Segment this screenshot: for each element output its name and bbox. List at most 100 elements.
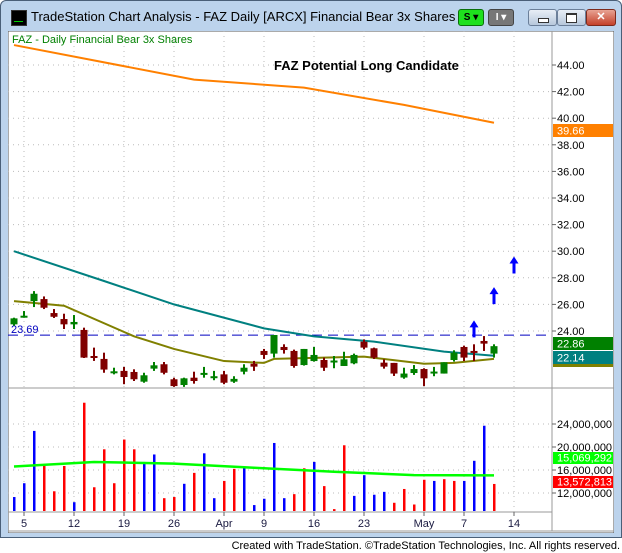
price-tick-label: 40.00 bbox=[557, 113, 585, 125]
candlestick bbox=[270, 334, 278, 358]
volume-bar bbox=[63, 465, 66, 511]
candlestick bbox=[470, 344, 478, 362]
volume-bar bbox=[93, 487, 96, 511]
candlestick bbox=[90, 347, 98, 361]
tradestation-app-icon bbox=[11, 10, 27, 26]
candle-body bbox=[70, 321, 78, 325]
candle-body bbox=[290, 350, 298, 366]
price-chart[interactable]: 5 12 19 26 Apr 9 16 23 May 7 14 44.00 42.00 40.00 38.0… bbox=[8, 31, 614, 533]
x-tick-label: 9 bbox=[261, 518, 267, 530]
candle-body bbox=[450, 352, 458, 360]
ma200-value-label-bg bbox=[553, 124, 613, 137]
candlestick bbox=[490, 344, 498, 358]
volume-bar bbox=[163, 498, 166, 511]
candle-body bbox=[380, 362, 388, 367]
volume-bar bbox=[253, 505, 256, 511]
symbol-link-button[interactable]: S ▾ bbox=[458, 9, 484, 26]
moving-average-50 bbox=[13, 250, 495, 357]
volume-bar bbox=[43, 464, 46, 511]
volume-bar bbox=[193, 472, 196, 511]
maximize-icon bbox=[566, 13, 577, 23]
candle-body bbox=[280, 346, 288, 351]
minimize-button[interactable] bbox=[528, 9, 557, 26]
candlestick bbox=[390, 362, 398, 376]
volume-bar bbox=[263, 498, 266, 511]
price-tick-label: 32.00 bbox=[557, 220, 585, 232]
volume-bar bbox=[303, 468, 306, 511]
candlestick bbox=[220, 370, 228, 385]
minimize-icon bbox=[538, 18, 549, 23]
volume-bar bbox=[443, 479, 446, 511]
candle-body bbox=[190, 377, 198, 382]
candlestick bbox=[350, 353, 358, 365]
candlestick bbox=[160, 361, 168, 375]
volume-average-label-bg bbox=[553, 452, 613, 464]
candlestick bbox=[300, 348, 308, 366]
candle-body bbox=[210, 376, 218, 379]
volume-bar bbox=[473, 460, 476, 511]
candlestick bbox=[110, 367, 118, 375]
indicator-link-button[interactable]: I ▾ bbox=[488, 9, 514, 26]
volume-bar bbox=[293, 494, 296, 511]
candle-body bbox=[310, 354, 318, 362]
candlestick bbox=[190, 371, 198, 384]
volume-bar bbox=[493, 483, 496, 511]
candlestick bbox=[280, 344, 288, 354]
volume-bar bbox=[233, 468, 236, 511]
title-bar[interactable]: TradeStation Chart Analysis - FAZ Daily … bbox=[1, 1, 621, 31]
candlestick bbox=[130, 369, 138, 382]
volume-bar bbox=[73, 502, 76, 511]
candle-body bbox=[30, 293, 38, 302]
ma50-value-label-text: 22.14 bbox=[557, 353, 585, 365]
volume-bar bbox=[453, 480, 456, 511]
price-tick-label: 26.00 bbox=[557, 299, 585, 311]
candlestick bbox=[140, 372, 148, 383]
copyright-footer: Created with TradeStation. ©TradeStation… bbox=[231, 540, 620, 552]
candle-body bbox=[350, 354, 358, 364]
candlestick bbox=[260, 348, 268, 359]
volume-bar bbox=[213, 498, 216, 511]
candle-body bbox=[40, 299, 48, 308]
volume-bar bbox=[463, 480, 466, 511]
price-tick-label: 42.00 bbox=[557, 87, 585, 99]
candle-body bbox=[330, 360, 338, 363]
volume-bar bbox=[23, 483, 26, 511]
ma200-value-label: 39.66 bbox=[553, 124, 613, 138]
ma50-value-label: 22.14 bbox=[553, 351, 613, 365]
x-tick-label: 12 bbox=[68, 518, 80, 530]
last-volume-label: 13,572,813 bbox=[553, 476, 613, 489]
moving-average-200 bbox=[13, 44, 495, 124]
candlestick bbox=[50, 309, 58, 318]
candlestick bbox=[120, 366, 128, 385]
volume-bar bbox=[53, 491, 56, 511]
candle-body bbox=[200, 372, 208, 375]
x-tick-label: 23 bbox=[358, 518, 370, 530]
last-close-label: 22.86 bbox=[553, 337, 613, 351]
volume-bar bbox=[223, 480, 226, 511]
ma20-value-marker bbox=[553, 364, 613, 367]
x-tick-label: 26 bbox=[168, 518, 180, 530]
chart-annotation: FAZ Potential Long Candidate bbox=[274, 58, 459, 73]
maximize-button[interactable] bbox=[557, 9, 586, 26]
volume-average-label: 15,069,292 bbox=[553, 452, 613, 465]
volume-bar bbox=[173, 497, 176, 511]
up-arrow-icon bbox=[489, 287, 499, 305]
volume-bar bbox=[403, 488, 406, 511]
volume-bar bbox=[273, 442, 276, 511]
close-button[interactable]: ✕ bbox=[586, 9, 616, 26]
x-tick-label: May bbox=[414, 518, 435, 530]
arrow-shape bbox=[509, 256, 519, 274]
last-volume-label-text: 13,572,813 bbox=[557, 477, 612, 489]
candlestick bbox=[340, 351, 348, 366]
candle-body bbox=[260, 350, 268, 355]
volume-bar bbox=[123, 439, 126, 511]
candle-body bbox=[470, 350, 478, 353]
volume-bar bbox=[313, 461, 316, 511]
candle-body bbox=[10, 318, 18, 325]
candle-body bbox=[420, 369, 428, 379]
candlestick bbox=[80, 327, 88, 358]
candle-body bbox=[320, 359, 328, 368]
candlestick bbox=[180, 377, 188, 387]
candle-body bbox=[80, 329, 88, 358]
candle-body bbox=[300, 348, 308, 366]
